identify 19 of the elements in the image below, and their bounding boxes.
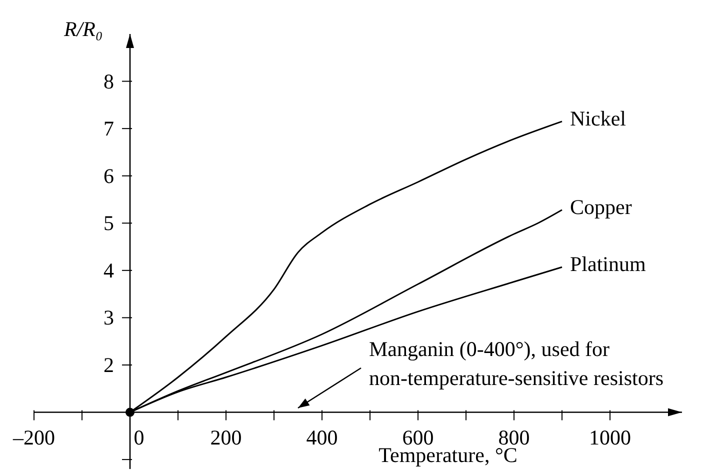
y-tick-label: 6 — [104, 164, 114, 188]
x-tick-label: 600 — [402, 425, 434, 450]
x-tick-label: 800 — [498, 425, 530, 450]
x-tick-label: 400 — [306, 425, 338, 450]
y-tick-label: 7 — [104, 116, 114, 141]
series-label: Copper — [570, 194, 632, 219]
y-tick-label: 5 — [104, 211, 114, 236]
x-tick-label: 1000 — [589, 425, 631, 450]
series-label: Platinum — [570, 252, 646, 276]
x-tick-label: 0 — [134, 425, 144, 450]
series-label: Nickel — [570, 106, 626, 130]
x-tick-label: 200 — [210, 425, 242, 450]
y-tick-label: 3 — [104, 306, 114, 330]
annotation: Manganin (0-400°), used for non-temperature-sensitive resistors — [369, 337, 664, 390]
x-tick-label: –200 — [12, 425, 55, 450]
y-tick-label: 8 — [104, 69, 114, 94]
y-tick-label: 2 — [104, 352, 114, 377]
y-axis-title: R/R₀ — [63, 17, 103, 41]
y-tick-label: 4 — [104, 258, 114, 282]
